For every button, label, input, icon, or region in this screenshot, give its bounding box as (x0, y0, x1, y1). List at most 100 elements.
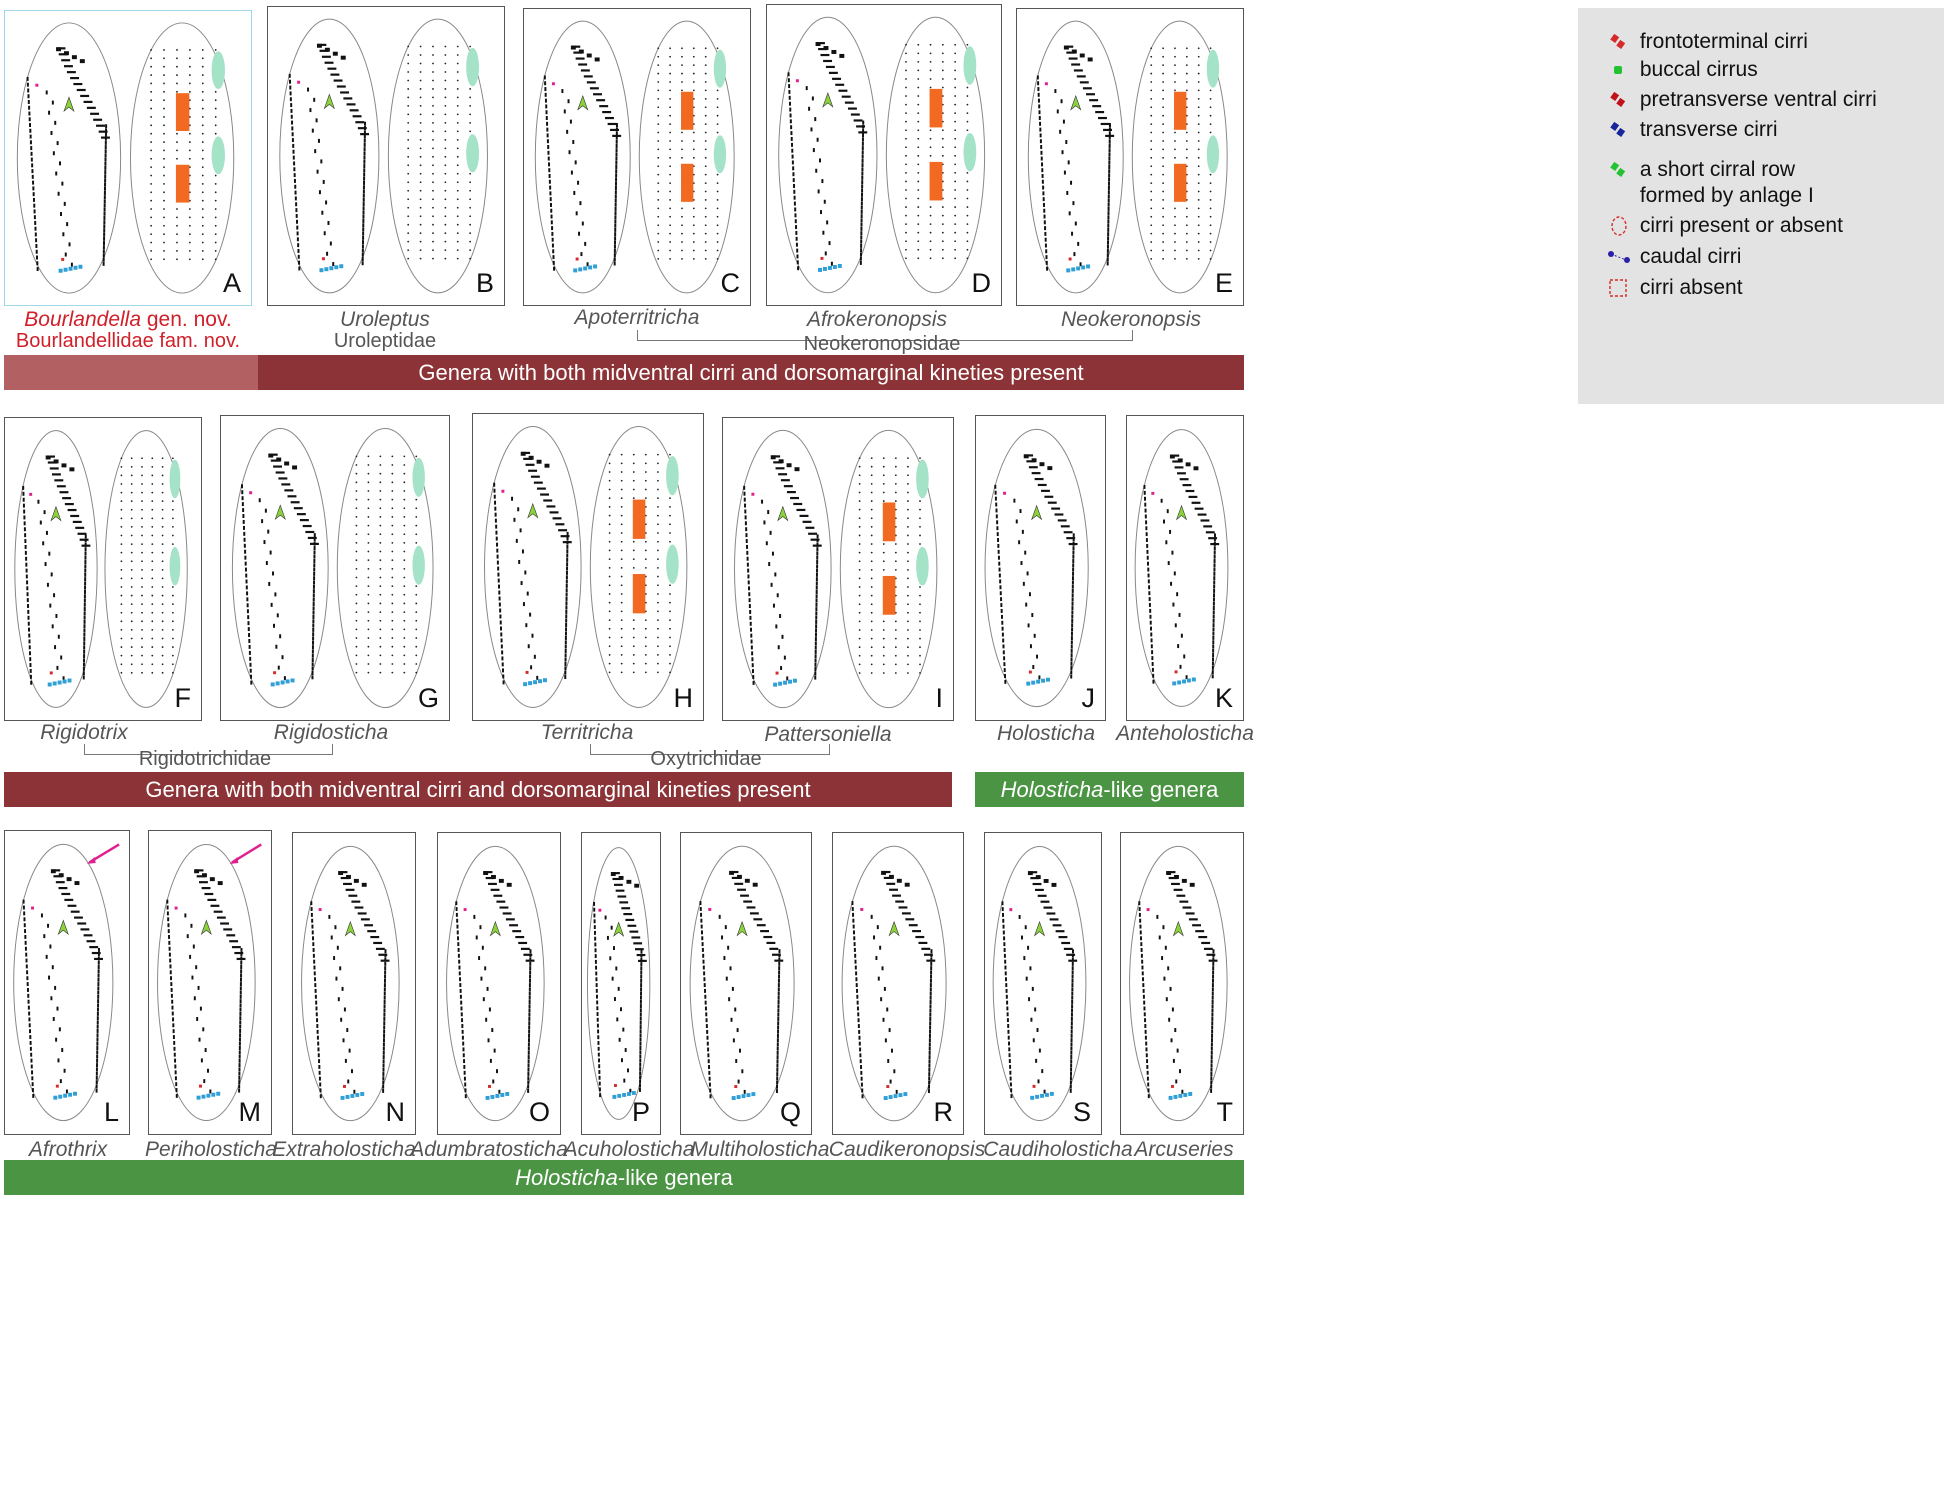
panel-e: E (1016, 8, 1244, 306)
genus-label-a: Bourlandella gen. nov. (24, 308, 231, 332)
panel-p: P (581, 832, 661, 1135)
panel-g: G (220, 415, 450, 721)
family-label-hi: Oxytrichidae (650, 748, 762, 770)
genus-label-m: Periholosticha (145, 1138, 277, 1161)
panel-k: K (1126, 415, 1244, 721)
panel-letter-d: D (971, 268, 992, 298)
banner-row2-right-italic: Holosticha (1000, 776, 1104, 802)
genus-label-s: Caudiholosticha (983, 1138, 1133, 1161)
legend-label-caudal: caudal cirri (1639, 245, 1742, 269)
legend-label-buccal: buccal cirrus (1639, 58, 1758, 82)
legend-label-transverse: transverse cirri (1639, 118, 1778, 142)
cell-drawing-e (1027, 20, 1228, 294)
cell-drawing-h (484, 426, 688, 708)
panel-letter-o: O (528, 1097, 550, 1127)
panel-letter-j: J (1081, 683, 1096, 713)
legend-item-caudal: caudal cirri (1604, 245, 1741, 269)
banner-row2-left: Genera with both midventral cirri and do… (4, 772, 952, 807)
genus-label-n: Extraholosticha (272, 1138, 416, 1161)
panel-b: B (267, 6, 505, 306)
family-bracket-cde (637, 330, 1133, 341)
family-label-a: Bourlandellidae fam. nov. (15, 330, 241, 352)
panel-letter-h: H (673, 683, 694, 713)
cell-drawing-l (13, 843, 120, 1122)
banner-row2-right-rest: -like genera (1103, 776, 1219, 802)
family-label-fg: Rigidotrichidae (138, 748, 272, 770)
panel-h: H (472, 413, 704, 721)
cell-drawing-t (1129, 845, 1228, 1122)
panel-letter-q: Q (779, 1097, 801, 1127)
genus-label-l: Afrothrix (28, 1138, 108, 1161)
panel-q: Q (680, 832, 812, 1135)
legend-box: frontoterminal cirri buccal cirrus pretr… (1578, 8, 1944, 404)
cell-drawing-a (16, 22, 235, 294)
panel-letter-k: K (1214, 683, 1233, 713)
banner-row2-right: Holosticha -like genera (975, 772, 1244, 807)
panel-letter-e: E (1214, 268, 1233, 298)
banner-row2-left-text: Genera with both midventral cirri and do… (145, 776, 811, 802)
genus-label-g: Rigidosticha (273, 721, 389, 744)
panel-d: D (766, 4, 1002, 306)
legend-item-short-row: a short cirral row (1604, 158, 1795, 182)
family-label-cde: Neokeronopsidae (803, 333, 961, 355)
panel-letter-i: I (935, 683, 943, 713)
panel-letter-l: L (103, 1097, 119, 1127)
genus-label-b: Uroleptus (340, 308, 430, 331)
legend-item-transverse: transverse cirri (1604, 118, 1778, 142)
buccal-symbol-icon (1604, 60, 1634, 80)
pretransverse-symbol-icon (1604, 90, 1634, 110)
present-absent-symbol-icon (1604, 216, 1634, 237)
genus-label-d: Afrokeronopsis (806, 308, 948, 331)
cell-drawing-m (157, 843, 262, 1122)
panel-letter-b: B (475, 268, 494, 298)
cell-drawing-d (778, 16, 986, 294)
cell-drawing-r (841, 845, 947, 1122)
banner-row1: Genera with both midventral cirri and do… (258, 355, 1244, 390)
panel-s: S (984, 832, 1102, 1135)
panel-r: R (832, 832, 964, 1135)
genus-name-a: Bourlandella (24, 308, 142, 331)
family-bracket-hi (590, 744, 830, 755)
transverse-symbol-icon (1604, 120, 1634, 140)
cell-drawing-i (734, 429, 938, 709)
cell-drawing-s (992, 845, 1087, 1122)
panel-letter-f: F (174, 683, 192, 713)
genus-label-h: Territricha (540, 721, 634, 744)
absent-symbol-icon (1604, 278, 1634, 298)
banner-row3-italic: Holosticha (515, 1164, 618, 1190)
genus-label-r: Caudikeronopsis (828, 1138, 986, 1161)
banner-row3-rest: -like genera (617, 1164, 733, 1190)
legend-label-present-absent: cirri present or absent (1639, 214, 1843, 238)
legend-item-present-absent: cirri present or absent (1604, 214, 1843, 238)
genus-label-p: Acuholosticha (563, 1138, 695, 1161)
cell-drawing-q (689, 845, 795, 1122)
legend-item-pretransverse: pretransverse ventral cirri (1604, 88, 1877, 112)
legend-label-absent: cirri absent (1639, 276, 1743, 300)
genus-label-f: Rigidotrix (40, 721, 128, 744)
legend-item-frontoterminal: frontoterminal cirri (1604, 30, 1808, 54)
family-label-b: Uroleptidae (333, 330, 437, 352)
panel-m: M (148, 830, 272, 1135)
panel-f: F (4, 417, 202, 721)
short-row-symbol-icon (1604, 160, 1634, 180)
spacer-symbol (1604, 186, 1634, 206)
legend-label-short-row-cont: formed by anlage I (1639, 184, 1814, 208)
genus-label-t: Arcuseries (1134, 1138, 1234, 1161)
banner-row1-highlight (4, 355, 258, 390)
caudal-symbol-icon (1604, 247, 1634, 267)
panel-letter-g: G (417, 683, 439, 713)
legend-item-short-row-cont: formed by anlage I (1604, 184, 1814, 208)
panel-n: N (292, 832, 416, 1135)
frontoterminal-symbol-icon (1604, 32, 1634, 52)
panel-letter-s: S (1072, 1097, 1091, 1127)
panel-letter-m: M (238, 1097, 262, 1127)
cell-drawing-j (984, 428, 1089, 708)
cell-drawing-g (231, 427, 434, 709)
genus-label-o: Adumbratosticha (410, 1138, 568, 1161)
panel-letter-n: N (385, 1097, 406, 1127)
genus-label-j: Holosticha (996, 722, 1096, 745)
cell-drawing-b (279, 18, 488, 294)
genus-label-c: Apoterritricha (574, 306, 700, 329)
genus-label-q: Multiholosticha (690, 1138, 830, 1161)
panel-letter-p: P (631, 1097, 650, 1127)
